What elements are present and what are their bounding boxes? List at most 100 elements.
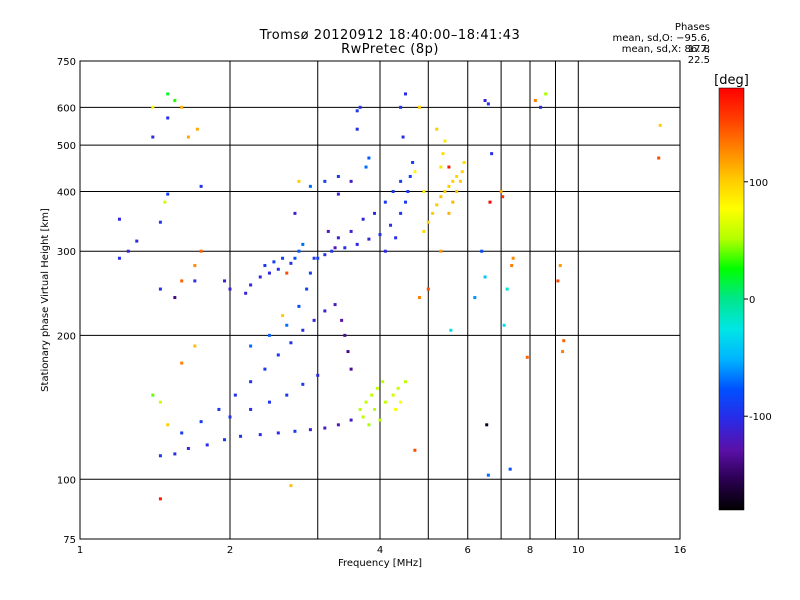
data-point [426,287,430,291]
data-point [355,127,359,131]
y-tick-label: 100 [57,475,76,486]
data-point [186,446,190,450]
data-point [297,304,301,308]
data-point [355,109,359,113]
data-point [447,165,451,169]
data-point [525,355,529,359]
data-point [370,393,374,397]
data-point [349,179,353,183]
data-point [449,328,453,332]
data-point [355,242,359,246]
data-point [658,123,662,127]
colorbar-ticks: 100 0 -100 [744,178,772,423]
data-point [544,92,548,96]
plot-frame [79,60,681,540]
data-point [239,434,243,438]
data-point [233,393,237,397]
data-point [267,271,271,275]
data-point [460,170,464,174]
data-point [399,400,403,404]
y-axis-ticks: 75 100 200 300 400 500 600 750 [57,57,76,546]
data-point [501,195,505,199]
data-point [349,229,353,233]
data-point [490,152,494,156]
data-point [163,200,167,204]
data-point [180,361,184,365]
data-point [533,99,537,103]
data-point [258,433,262,437]
data-point [336,192,340,196]
data-point [502,323,506,327]
data-point [422,189,426,193]
x-tick-label: 6 [465,545,471,556]
data-point [367,423,371,427]
data-point [312,256,316,260]
data-point [267,400,271,404]
data-point [281,256,285,260]
data-point [173,296,177,300]
data-point [401,135,405,139]
data-point [308,428,312,432]
data-point [413,170,417,174]
data-point [539,105,543,109]
data-point [383,200,387,204]
data-point [403,92,407,96]
data-point [199,184,203,188]
colorbar-tick-label: 0 [749,295,755,306]
data-point [117,217,121,221]
data-point [486,102,490,106]
data-point [301,328,305,332]
data-point [223,438,227,442]
x-tick-label: 16 [674,545,687,556]
chart-title-line1: Tromsø 20120912 18:40:00–18:41:43 [259,28,521,43]
data-point [289,484,293,488]
data-point [396,386,400,390]
data-point [426,220,430,224]
data-point [343,246,347,250]
data-point [340,318,344,322]
data-point [308,271,312,275]
data-point [361,415,365,419]
x-tick-label: 1 [77,545,83,556]
y-axis-label: Stationary phase Virtual Height [km] [40,208,51,392]
data-point [323,179,327,183]
y-tick-label: 500 [57,141,76,152]
data-point [383,249,387,253]
data-point [447,211,451,215]
data-point [117,256,121,260]
data-point [336,236,340,240]
data-point [249,344,253,348]
x-axis-label: Frequency [MHz] [338,558,422,569]
data-point [406,189,410,193]
data-point [173,99,177,103]
data-point [135,239,139,243]
data-point [316,373,320,377]
x-tick-label: 10 [572,545,585,556]
data-point [441,152,445,156]
colorbar-label: [deg] [714,73,749,88]
phase-stats-o: mean, sd,O: −95.6, 17.8 [612,33,710,55]
data-point [193,279,197,283]
x-axis-ticks: 1 2 4 6 8 10 16 [77,545,687,556]
data-point [180,431,184,435]
data-point [399,105,403,109]
phase-stats-x: mean, sd,X: 86.7, 22.5 [621,44,710,66]
data-point [305,287,309,291]
data-point [364,400,368,404]
data-point [358,407,362,411]
data-point [394,236,398,240]
data-point [244,291,248,295]
data-point [343,333,347,337]
data-point [151,135,155,139]
data-point [443,139,447,143]
data-point [285,393,289,397]
data-point [180,279,184,283]
data-point [558,264,562,268]
data-point [223,279,227,283]
data-point [323,426,327,430]
data-point [263,367,267,371]
y-tick-label: 600 [57,103,76,114]
data-point [508,467,512,471]
data-point [483,99,487,103]
